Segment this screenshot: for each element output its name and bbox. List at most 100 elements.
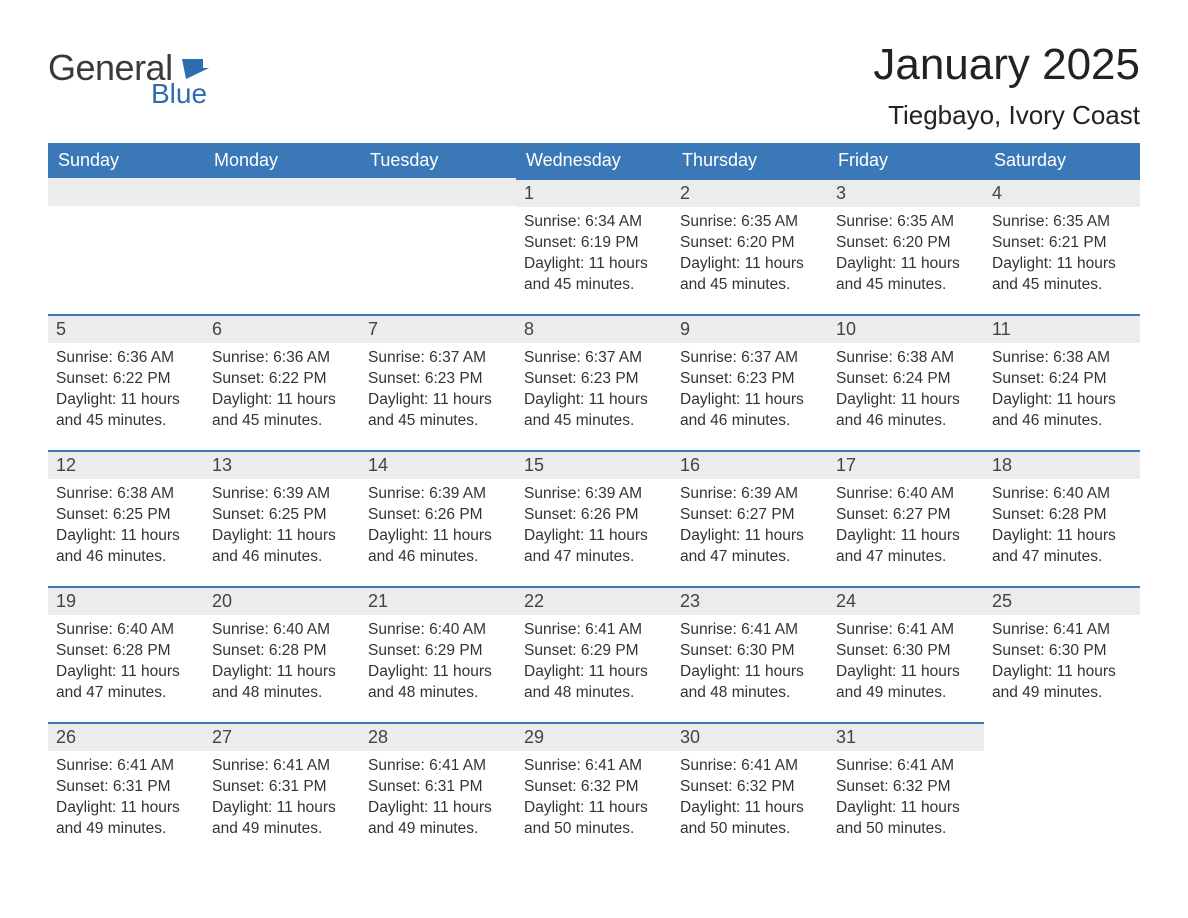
- daylight-line: Daylight: 11 hours and 49 minutes.: [56, 798, 196, 840]
- day-header: Monday: [204, 143, 360, 178]
- sunset-line: Sunset: 6:23 PM: [680, 369, 820, 390]
- sunrise-line: Sunrise: 6:38 AM: [56, 484, 196, 505]
- sunrise-line: Sunrise: 6:39 AM: [680, 484, 820, 505]
- calendar-cell: 14Sunrise: 6:39 AMSunset: 6:26 PMDayligh…: [360, 450, 516, 586]
- sunrise-line: Sunrise: 6:39 AM: [368, 484, 508, 505]
- sunrise-line: Sunrise: 6:38 AM: [992, 348, 1132, 369]
- day-number: 12: [48, 450, 204, 479]
- daylight-line: Daylight: 11 hours and 49 minutes.: [836, 662, 976, 704]
- logo: General Blue: [48, 50, 209, 108]
- sunrise-line: Sunrise: 6:36 AM: [56, 348, 196, 369]
- sunrise-line: Sunrise: 6:37 AM: [524, 348, 664, 369]
- day-number: 27: [204, 722, 360, 751]
- sunrise-line: Sunrise: 6:35 AM: [680, 212, 820, 233]
- calendar-cell: 25Sunrise: 6:41 AMSunset: 6:30 PMDayligh…: [984, 586, 1140, 722]
- daylight-line: Daylight: 11 hours and 45 minutes.: [368, 390, 508, 432]
- calendar-cell: 8Sunrise: 6:37 AMSunset: 6:23 PMDaylight…: [516, 314, 672, 450]
- location-label: Tiegbayo, Ivory Coast: [873, 100, 1140, 131]
- day-details: Sunrise: 6:39 AMSunset: 6:26 PMDaylight:…: [516, 479, 672, 568]
- month-title: January 2025: [873, 40, 1140, 90]
- sunrise-line: Sunrise: 6:38 AM: [836, 348, 976, 369]
- daylight-line: Daylight: 11 hours and 45 minutes.: [524, 254, 664, 296]
- sunset-line: Sunset: 6:31 PM: [212, 777, 352, 798]
- daylight-line: Daylight: 11 hours and 45 minutes.: [836, 254, 976, 296]
- sunrise-line: Sunrise: 6:40 AM: [212, 620, 352, 641]
- sunset-line: Sunset: 6:20 PM: [680, 233, 820, 254]
- sunset-line: Sunset: 6:22 PM: [212, 369, 352, 390]
- calendar-cell: 31Sunrise: 6:41 AMSunset: 6:32 PMDayligh…: [828, 722, 984, 858]
- day-number: 22: [516, 586, 672, 615]
- daylight-line: Daylight: 11 hours and 47 minutes.: [524, 526, 664, 568]
- sunrise-line: Sunrise: 6:40 AM: [56, 620, 196, 641]
- daylight-line: Daylight: 11 hours and 46 minutes.: [680, 390, 820, 432]
- day-number: 3: [828, 178, 984, 207]
- day-number: 28: [360, 722, 516, 751]
- day-number: 23: [672, 586, 828, 615]
- daylight-line: Daylight: 11 hours and 46 minutes.: [212, 526, 352, 568]
- calendar-cell: 19Sunrise: 6:40 AMSunset: 6:28 PMDayligh…: [48, 586, 204, 722]
- sunset-line: Sunset: 6:24 PM: [836, 369, 976, 390]
- day-number: 4: [984, 178, 1140, 207]
- daylight-line: Daylight: 11 hours and 50 minutes.: [836, 798, 976, 840]
- sunrise-line: Sunrise: 6:36 AM: [212, 348, 352, 369]
- day-number: 20: [204, 586, 360, 615]
- day-number: 31: [828, 722, 984, 751]
- day-header: Sunday: [48, 143, 204, 178]
- daylight-line: Daylight: 11 hours and 45 minutes.: [56, 390, 196, 432]
- sunset-line: Sunset: 6:30 PM: [992, 641, 1132, 662]
- calendar-cell: 12Sunrise: 6:38 AMSunset: 6:25 PMDayligh…: [48, 450, 204, 586]
- day-number: 15: [516, 450, 672, 479]
- daylight-line: Daylight: 11 hours and 48 minutes.: [524, 662, 664, 704]
- sunrise-line: Sunrise: 6:41 AM: [680, 756, 820, 777]
- day-number: 24: [828, 586, 984, 615]
- day-details: Sunrise: 6:34 AMSunset: 6:19 PMDaylight:…: [516, 207, 672, 296]
- day-details: Sunrise: 6:41 AMSunset: 6:30 PMDaylight:…: [672, 615, 828, 704]
- empty-day-bar: [360, 178, 516, 206]
- day-number: 5: [48, 314, 204, 343]
- sunrise-line: Sunrise: 6:40 AM: [992, 484, 1132, 505]
- calendar-cell: 10Sunrise: 6:38 AMSunset: 6:24 PMDayligh…: [828, 314, 984, 450]
- day-number: 1: [516, 178, 672, 207]
- sunset-line: Sunset: 6:22 PM: [56, 369, 196, 390]
- sunset-line: Sunset: 6:23 PM: [524, 369, 664, 390]
- sunset-line: Sunset: 6:31 PM: [56, 777, 196, 798]
- daylight-line: Daylight: 11 hours and 46 minutes.: [56, 526, 196, 568]
- day-number: 10: [828, 314, 984, 343]
- sunset-line: Sunset: 6:24 PM: [992, 369, 1132, 390]
- sunset-line: Sunset: 6:20 PM: [836, 233, 976, 254]
- daylight-line: Daylight: 11 hours and 48 minutes.: [368, 662, 508, 704]
- calendar-cell: 3Sunrise: 6:35 AMSunset: 6:20 PMDaylight…: [828, 178, 984, 314]
- calendar-cell: 24Sunrise: 6:41 AMSunset: 6:30 PMDayligh…: [828, 586, 984, 722]
- daylight-line: Daylight: 11 hours and 45 minutes.: [992, 254, 1132, 296]
- day-number: 17: [828, 450, 984, 479]
- day-number: 6: [204, 314, 360, 343]
- calendar-cell: 4Sunrise: 6:35 AMSunset: 6:21 PMDaylight…: [984, 178, 1140, 314]
- sunrise-line: Sunrise: 6:41 AM: [680, 620, 820, 641]
- daylight-line: Daylight: 11 hours and 50 minutes.: [680, 798, 820, 840]
- day-details: Sunrise: 6:41 AMSunset: 6:29 PMDaylight:…: [516, 615, 672, 704]
- calendar-cell: 9Sunrise: 6:37 AMSunset: 6:23 PMDaylight…: [672, 314, 828, 450]
- sunset-line: Sunset: 6:28 PM: [992, 505, 1132, 526]
- calendar-cell: 17Sunrise: 6:40 AMSunset: 6:27 PMDayligh…: [828, 450, 984, 586]
- daylight-line: Daylight: 11 hours and 46 minutes.: [992, 390, 1132, 432]
- daylight-line: Daylight: 11 hours and 46 minutes.: [368, 526, 508, 568]
- day-details: Sunrise: 6:35 AMSunset: 6:20 PMDaylight:…: [828, 207, 984, 296]
- sunset-line: Sunset: 6:32 PM: [524, 777, 664, 798]
- calendar-cell: 27Sunrise: 6:41 AMSunset: 6:31 PMDayligh…: [204, 722, 360, 858]
- calendar-cell: 1Sunrise: 6:34 AMSunset: 6:19 PMDaylight…: [516, 178, 672, 314]
- daylight-line: Daylight: 11 hours and 45 minutes.: [212, 390, 352, 432]
- empty-day-bar: [48, 178, 204, 206]
- sunrise-line: Sunrise: 6:41 AM: [992, 620, 1132, 641]
- day-details: Sunrise: 6:38 AMSunset: 6:24 PMDaylight:…: [984, 343, 1140, 432]
- calendar-cell: 2Sunrise: 6:35 AMSunset: 6:20 PMDaylight…: [672, 178, 828, 314]
- day-details: Sunrise: 6:36 AMSunset: 6:22 PMDaylight:…: [48, 343, 204, 432]
- sunset-line: Sunset: 6:23 PM: [368, 369, 508, 390]
- day-number: 30: [672, 722, 828, 751]
- sunset-line: Sunset: 6:26 PM: [524, 505, 664, 526]
- sunset-line: Sunset: 6:30 PM: [680, 641, 820, 662]
- daylight-line: Daylight: 11 hours and 47 minutes.: [992, 526, 1132, 568]
- day-details: Sunrise: 6:35 AMSunset: 6:20 PMDaylight:…: [672, 207, 828, 296]
- day-number: 18: [984, 450, 1140, 479]
- sunrise-line: Sunrise: 6:41 AM: [836, 620, 976, 641]
- day-number: 19: [48, 586, 204, 615]
